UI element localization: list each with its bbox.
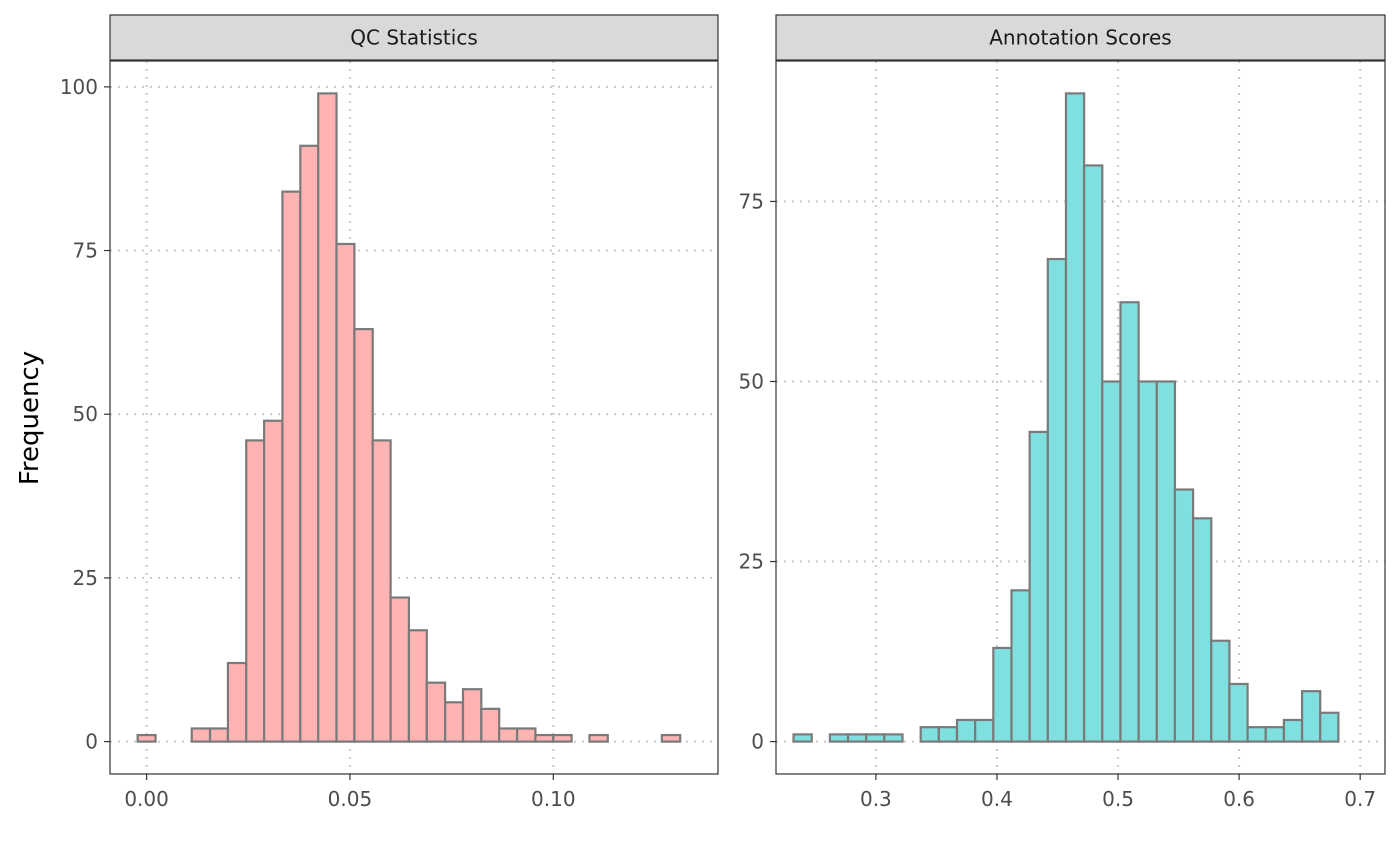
panel-border <box>775 60 1386 775</box>
histogram-bar <box>1119 301 1140 743</box>
y-axis-label: Frequency <box>15 351 45 485</box>
histogram-bar <box>1137 380 1158 743</box>
histogram-bar <box>974 718 995 743</box>
panel-strip <box>775 14 1386 61</box>
y-tick-label: 100 <box>60 75 98 99</box>
panel-annotation-scores: Annotation Scores 0.3 0.4 0.5 0.6 0.7 0 25 50 75 <box>739 14 1386 811</box>
histogram-bar <box>937 726 959 743</box>
x-tick-label: 0.6 <box>1223 787 1255 811</box>
histogram-bar <box>299 144 320 743</box>
x-tick-label: 0.4 <box>981 787 1013 811</box>
y-tick-label: 50 <box>739 369 764 393</box>
histogram-bar <box>846 733 868 743</box>
x-tick-label: 0.05 <box>328 787 373 811</box>
histogram-bar <box>660 733 682 743</box>
y-tick-label: 75 <box>739 189 764 213</box>
panel-title: Annotation Scores <box>989 26 1171 50</box>
histogram-bar <box>226 661 248 743</box>
histogram-bar <box>245 439 266 743</box>
histogram-bar <box>588 733 609 743</box>
histogram-bar <box>1028 430 1049 743</box>
histogram-bar <box>1282 718 1304 743</box>
histogram-bar <box>1083 164 1104 743</box>
histogram-bar <box>208 727 230 743</box>
histogram-bar <box>992 646 1013 743</box>
histogram-bar <box>190 727 212 743</box>
histogram-bar <box>534 733 555 743</box>
histogram-bar <box>515 727 537 743</box>
panel-border <box>109 60 719 775</box>
histogram-bar <box>1300 690 1322 743</box>
histogram-bar <box>263 419 284 743</box>
histogram-bar <box>883 733 904 743</box>
histogram-bar <box>136 733 157 743</box>
histogram-bar <box>552 733 573 743</box>
y-tick-label: 0 <box>751 730 764 754</box>
histogram-bar <box>407 629 428 743</box>
histogram-bar <box>335 242 356 743</box>
y-tick-label: 75 <box>73 239 98 263</box>
histogram-bar <box>389 596 411 743</box>
histogram-bar <box>955 718 977 743</box>
histogram-bar <box>792 733 813 743</box>
x-tick-label: 0.10 <box>531 787 576 811</box>
x-tick-label: 0.3 <box>860 787 892 811</box>
histogram-bar <box>1191 517 1213 743</box>
histogram-bar <box>425 681 447 743</box>
histogram-bar <box>1246 726 1267 743</box>
y-tick-label: 0 <box>85 730 98 754</box>
y-tick-label: 25 <box>73 566 98 590</box>
x-tick-label: 0.5 <box>1102 787 1134 811</box>
x-tick-label: 0.7 <box>1344 787 1376 811</box>
histogram-bar <box>919 726 940 743</box>
panel-title: QC Statistics <box>350 26 478 50</box>
histogram-bar <box>371 439 392 743</box>
y-tick-label: 25 <box>739 550 764 574</box>
histogram-bar <box>865 733 886 743</box>
histogram-bar <box>1319 711 1340 743</box>
histogram-bar <box>1101 380 1122 743</box>
histogram-bar <box>317 92 338 743</box>
y-tick-label: 50 <box>73 402 98 426</box>
histogram-bar <box>498 727 519 743</box>
histogram-bar <box>444 701 465 743</box>
panel-strip <box>109 14 719 61</box>
histogram-bar <box>1155 380 1177 743</box>
histogram-bar <box>461 688 483 743</box>
histogram-bar <box>281 190 302 743</box>
histogram-bar <box>1064 92 1086 743</box>
histogram-bar <box>1010 589 1031 743</box>
histogram-bar <box>1210 639 1231 743</box>
histogram-bar <box>1173 488 1195 743</box>
histogram-bar <box>1264 726 1286 743</box>
x-tick-label: 0.00 <box>124 787 169 811</box>
histogram-bar <box>1046 257 1068 743</box>
histogram-bar <box>1228 682 1249 743</box>
panel-qc-statistics: QC Statistics 0.00 0.05 0.10 0 25 50 75 100 <box>60 14 719 811</box>
histogram-bar <box>480 707 501 743</box>
histogram-bar <box>353 328 374 743</box>
histogram-bar <box>828 733 850 743</box>
